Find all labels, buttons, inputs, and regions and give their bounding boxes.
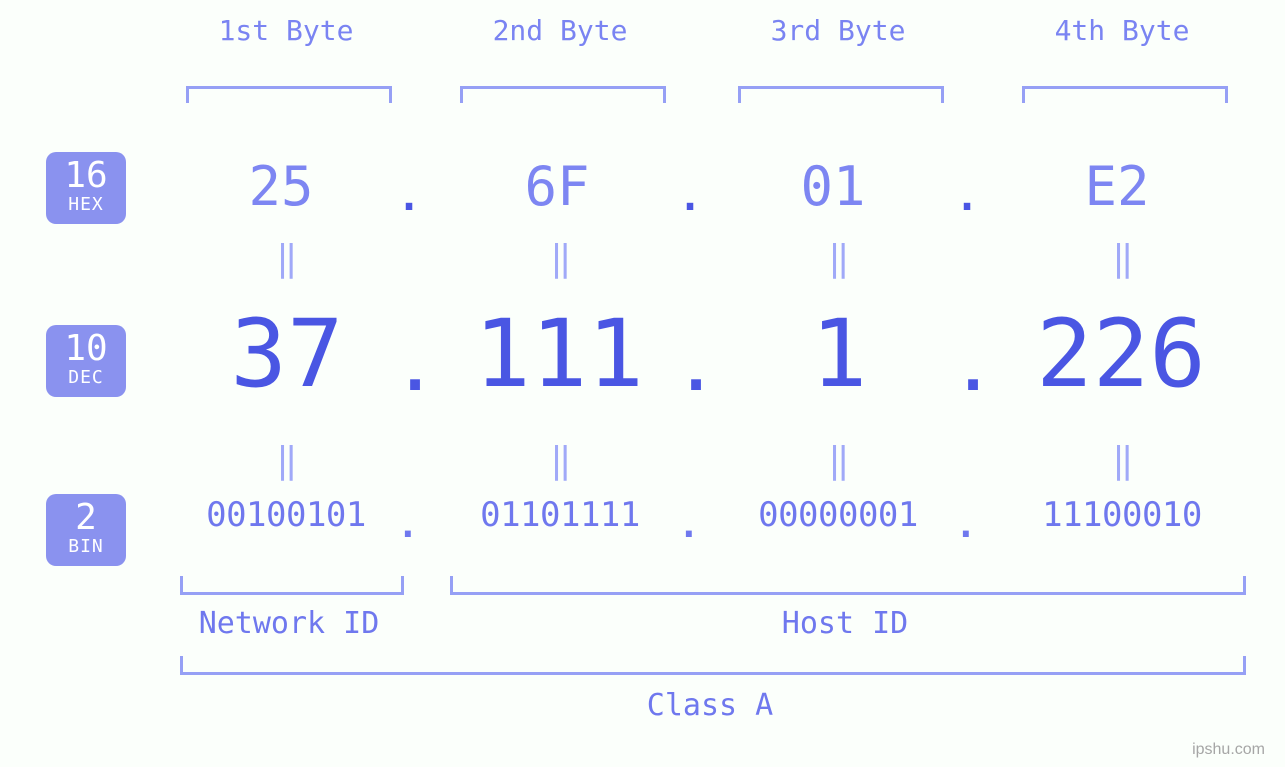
eq-dec-bin-4: ‖ <box>1112 440 1132 481</box>
hex-dot-1: . <box>397 174 421 220</box>
eq-hex-dec-2: ‖ <box>550 238 570 279</box>
row-name-hex: HEX <box>46 196 126 214</box>
eq-hex-dec-3: ‖ <box>828 238 848 279</box>
class-bracket <box>180 656 1246 675</box>
bin-dot-3: . <box>955 505 977 546</box>
dec-byte-3: 1 <box>724 300 954 409</box>
hex-byte-1: 25 <box>176 155 386 218</box>
hex-dot-2: . <box>678 174 702 220</box>
row-base-bin: 2 <box>46 500 126 536</box>
hex-byte-4: E2 <box>1012 155 1222 218</box>
byte-header-2: 2nd Byte <box>430 14 690 47</box>
byte-header-3: 3rd Byte <box>708 14 968 47</box>
row-badge-bin: 2 BIN <box>46 494 126 566</box>
bin-byte-3: 00000001 <box>708 495 968 535</box>
host-bracket <box>450 576 1246 595</box>
row-base-dec: 10 <box>46 331 126 367</box>
hex-byte-2: 6F <box>452 155 662 218</box>
dec-dot-2: . <box>678 335 714 405</box>
dec-byte-1: 37 <box>172 300 402 409</box>
dec-byte-2: 111 <box>444 300 674 409</box>
eq-hex-dec-1: ‖ <box>276 238 296 279</box>
row-name-dec: DEC <box>46 369 126 387</box>
watermark: ipshu.com <box>1192 741 1265 759</box>
row-base-hex: 16 <box>46 158 126 194</box>
eq-dec-bin-3: ‖ <box>828 440 848 481</box>
bin-byte-1: 00100101 <box>156 495 416 535</box>
row-badge-hex: 16 HEX <box>46 152 126 224</box>
dec-dot-1: . <box>397 335 433 405</box>
bin-dot-2: . <box>678 505 700 546</box>
byte-header-4: 4th Byte <box>992 14 1252 47</box>
byte-bracket-1 <box>186 86 392 103</box>
bin-byte-4: 11100010 <box>992 495 1252 535</box>
eq-dec-bin-2: ‖ <box>550 440 570 481</box>
bin-dot-1: . <box>397 505 419 546</box>
class-label: Class A <box>180 688 1240 723</box>
bin-byte-2: 01101111 <box>430 495 690 535</box>
byte-bracket-4 <box>1022 86 1228 103</box>
eq-dec-bin-1: ‖ <box>276 440 296 481</box>
dec-dot-3: . <box>955 335 991 405</box>
byte-bracket-2 <box>460 86 666 103</box>
eq-hex-dec-4: ‖ <box>1112 238 1132 279</box>
byte-header-1: 1st Byte <box>156 14 416 47</box>
hex-dot-3: . <box>955 174 979 220</box>
row-badge-dec: 10 DEC <box>46 325 126 397</box>
byte-bracket-3 <box>738 86 944 103</box>
hex-byte-3: 01 <box>728 155 938 218</box>
host-id-label: Host ID <box>450 606 1240 641</box>
network-id-label: Network ID <box>180 606 398 641</box>
row-name-bin: BIN <box>46 538 126 556</box>
dec-byte-4: 226 <box>1006 300 1236 409</box>
ip-address-diagram: { "byte_headers": ["1st Byte","2nd Byte"… <box>0 0 1285 767</box>
network-bracket <box>180 576 404 595</box>
